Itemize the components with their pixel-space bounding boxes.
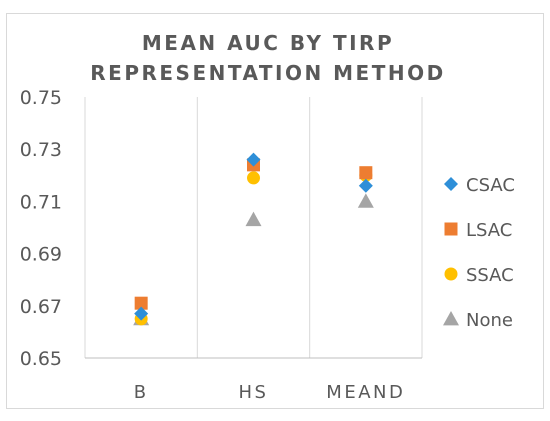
legend-label-ssac: SSAC — [466, 265, 514, 286]
marker-csac-hs — [246, 152, 261, 167]
legend-marker-ssac — [444, 267, 458, 281]
y-tick-label: 0.75 — [20, 87, 62, 109]
legend: CSAC LSAC SSAC None — [443, 175, 515, 331]
chart-title-line-2: REPRESENTATION METHOD — [90, 61, 445, 85]
chart-title: MEAN AUC BY TIRP REPRESENTATION METHOD — [90, 31, 445, 85]
legend-marker-lsac — [444, 222, 458, 236]
y-tick-label: 0.71 — [20, 191, 62, 213]
marker-none-meand — [357, 193, 374, 208]
y-axis-ticks: 0.65 0.67 0.69 0.71 0.73 0.75 — [20, 87, 62, 370]
marker-csac-meand — [358, 178, 373, 193]
x-category-label: B — [134, 382, 149, 403]
y-tick-label: 0.65 — [20, 348, 62, 370]
grid-lines — [84, 97, 423, 358]
marker-lsac-meand — [359, 166, 373, 180]
marker-none-hs — [245, 211, 262, 227]
chart-frame — [6, 13, 544, 409]
chart-title-line-1: MEAN AUC BY TIRP — [142, 31, 394, 55]
y-tick-label: 0.73 — [20, 139, 62, 161]
legend-marker-none — [443, 311, 459, 326]
x-category-label: MEAND — [326, 382, 405, 403]
legend-marker-csac — [444, 177, 458, 191]
y-tick-label: 0.67 — [20, 296, 62, 318]
x-axis-categories: B HS MEAND — [134, 382, 405, 403]
marker-csac-b — [134, 306, 149, 321]
legend-label-csac: CSAC — [466, 175, 515, 196]
marker-ssac-hs — [247, 171, 260, 185]
data-markers — [133, 152, 374, 326]
x-category-label: HS — [239, 382, 269, 403]
marker-lsac-b — [134, 296, 148, 310]
legend-label-lsac: LSAC — [466, 220, 512, 241]
legend-label-none: None — [466, 310, 513, 331]
y-tick-label: 0.69 — [20, 244, 62, 266]
